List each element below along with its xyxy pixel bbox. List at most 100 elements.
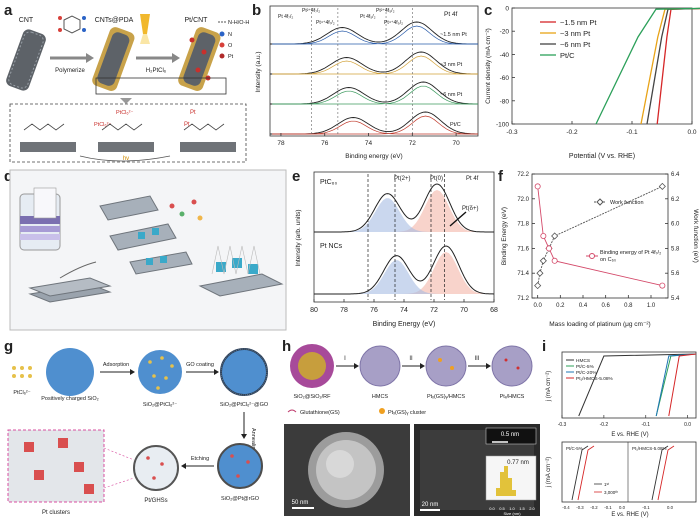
peak-label-pt4-4f52: Pt⁴⁺4f₅/₂ [384,20,403,26]
step-polymerize: Polymerize [55,68,85,74]
xps-envelope-1 [314,183,494,233]
peak-label-pt0: Pt(0) [430,176,443,182]
panel-e-xps-chart: 80 78 76 74 72 70 68 PtC₆₀ Pt NCs Pt(2+) Pt(0)… [295,171,498,328]
y-tick-label--100: -100 [496,122,509,129]
final-structure [198,245,284,297]
label-ptcl6-1: PtCl₆²⁻ [116,110,133,116]
work-function-point-5 [551,232,559,240]
x-tick-label-0.4: 0.4 [579,303,588,309]
work-function-point-6 [658,182,666,190]
panel-letter-d: d [4,168,14,185]
y-tick-label-0: 0 [505,6,509,13]
x-tick-label-74: 74 [400,307,408,314]
y-tick-label-72.0: 72.0 [517,197,529,203]
panel-letter-c: c [484,2,493,19]
y-axis-label: Intensity (a.u.) [255,51,262,92]
y2-tick-label-6.4: 6.4 [671,172,680,178]
legend-binding-energy: Binding energy of Pt 4f₇/₂ on C₆₀ [586,250,661,263]
lsv-curve-2 [655,353,697,417]
panel-f-chart: 0.0 0.2 0.4 0.6 0.8 1.0 71.2 71.4 71.6 71.8 72.0 72… [501,172,699,328]
y-tick-label--60: -60 [500,75,510,82]
lower-legend-3000th: 3,000ᵗʰ [604,490,618,495]
stability-curve-1 [571,445,589,501]
lower-plot-frame [561,441,697,503]
lower-x-axis-label: E vs. RHE (V) [611,512,648,518]
y2-tick-label-6.2: 6.2 [671,197,680,203]
y-axis-label: Binding Energy (eV) [501,207,508,265]
panel-letter-e: e [292,168,301,185]
panel-a-legend: N-H/O-H N O Pt [218,20,249,60]
mechanism-box [9,103,247,163]
lsv-curve-1 [578,353,697,417]
x-tick-label-74: 74 [365,140,373,147]
legend-label-3: ~6 nm Pt [560,40,591,49]
legend-work-function-label: Work function [610,200,644,206]
pt-clusters-inset [7,429,135,503]
xps-component-4-1 [272,115,478,135]
x-tick-label--0.1: -0.1 [626,129,638,136]
lower-x-tick-label-4: -0.1 [604,505,612,510]
lsv-curve-4 [595,7,700,125]
x-tick-label--0.1: -0.1 [641,422,650,428]
dispersed-particles [169,199,203,221]
lower-legend: 1ˢᵗ 3,000ᵗʰ [594,482,618,495]
legend-label-2: Pt/C-5% [576,364,595,370]
h-legend: Glutathione(GS) Ptₓ(GS)ᵧ cluster [287,408,426,416]
xps-envelope-2 [314,245,495,295]
panel-h-scheme: SiO₂@SiO₂/RF I HMCS II Ptₓ(GS)ᵧ/HMCS III… [284,344,540,516]
stacked-sheets [28,277,112,303]
series-label-1: ~1.5 nm Pt [440,32,467,38]
x-axis-label: Mass loading of platinum (μg cm⁻²) [549,321,650,328]
x-tick-label--0.2: -0.2 [566,129,578,136]
step-1: I [344,356,346,362]
x-tick-label-0.0: 0.0 [533,303,542,309]
label-sio2: Positively charged SiO₂ [41,396,99,402]
x-tick-label-78: 78 [277,140,285,147]
scalebar-50nm: 50 nm [292,500,309,506]
y2-tick-label-5.8: 5.8 [671,246,680,252]
work-function-point-3 [539,257,547,265]
step-annealing: Annealing [250,428,256,452]
size-histogram [485,455,537,501]
step-adsorption: Adsorption [103,362,129,368]
xps-curve-4 [270,111,478,135]
label-pt-ghss: Pt/GHSs [144,498,167,504]
lsv-curve-1 [656,7,700,125]
xps-curve-1 [270,21,478,45]
step-2: II [409,356,413,362]
lower-x-tick-label-2: -0.3 [576,505,584,510]
work-function-point-2 [536,269,544,277]
step-go-coating: GO coating [186,362,214,368]
peak-label-pt2-4f72: Pt²⁺4f₇/₂ [302,8,320,14]
x-tick-label--0.2: -0.2 [600,422,609,428]
xps-fill-1-2 [314,198,494,232]
panel-b-xps-chart: Pt 4f Pt 4f₇/₂ Pt²⁺4f₇/₂ Pt⁴⁺4f₇/₂ Pt 4f… [255,5,479,160]
lower-x-tick-label-6: -0.1 [642,505,650,510]
y-axis-label: Intensity (arb. units) [295,209,302,266]
upper-x-axis-label: E vs. RHE (V) [611,432,648,438]
legend-glutathione: Glutathione(GS) [300,410,340,416]
cnt-tube [6,29,46,91]
upper-y-axis-label: j (mA cm⁻²) [546,371,552,403]
legend-n: N [228,32,232,38]
exfoliated-sheets [99,195,193,275]
xps-component-3-2 [272,90,478,105]
legend-label-3: Pt/C-20% [576,370,597,376]
plot-frame [511,7,693,125]
pda-molecule [58,15,86,34]
y-tick-label--40: -40 [500,52,510,59]
lower-y-axis-label: j (mA cm⁻²) [546,457,552,489]
x-tick-label-0.0: 0.0 [684,422,691,428]
hist-tick-2: 1.0 [509,506,515,511]
hist-tick-0: 0.0 [489,506,495,511]
lower-x-tick-label-7: 0.0 [667,505,674,510]
label-cnts-pda: CNTs@PDA [95,17,134,24]
y-tick-label--20: -20 [500,29,510,36]
pt-cnt-tube [178,27,221,91]
hmcs-sphere [359,345,401,387]
sio2-pt-rgo-sphere [217,443,263,489]
lower-label-pt1hmcs: Pt₁/HMCS-5.08% [632,446,667,451]
legend-pt: Pt [228,54,234,60]
hist-mean-label: 0.77 nm [507,460,529,466]
sio2-ptcl6-sphere [138,350,182,394]
